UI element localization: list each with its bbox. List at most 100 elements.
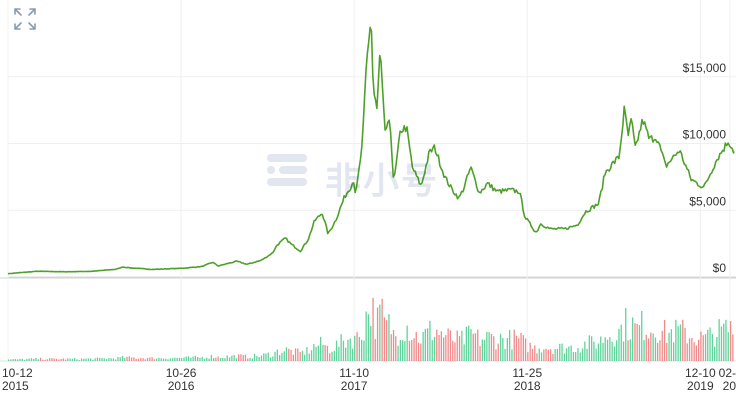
volume-bar xyxy=(203,358,206,361)
volume-bar xyxy=(515,335,518,361)
volume-bar xyxy=(415,331,417,361)
volume-bar xyxy=(149,357,151,361)
volume-bar xyxy=(716,337,718,361)
volume-bar xyxy=(30,358,33,361)
volume-bar xyxy=(23,359,26,361)
volume-bar xyxy=(64,359,67,361)
volume-bar xyxy=(497,343,499,361)
volume-bar xyxy=(609,337,611,361)
volume-bar xyxy=(60,358,62,361)
watermark-logo-icon xyxy=(267,154,307,186)
volume-bar xyxy=(613,346,616,361)
volume-bar xyxy=(96,357,99,361)
volume-bar xyxy=(643,340,645,361)
volume-bar xyxy=(629,339,631,361)
volume-bar xyxy=(178,357,181,361)
volume-bar xyxy=(704,334,707,361)
volume-bar xyxy=(413,338,415,361)
volume-bar xyxy=(688,338,691,361)
volume-bar xyxy=(283,351,285,361)
volume-bar xyxy=(493,336,495,361)
volume-bar xyxy=(397,345,399,361)
volume-bar xyxy=(379,304,381,361)
volume-bar xyxy=(611,341,613,361)
volume-bar xyxy=(67,358,69,361)
volume-bar xyxy=(399,340,401,361)
volume-bar xyxy=(213,358,215,361)
volume-bar xyxy=(240,354,242,361)
volume-bar xyxy=(554,349,556,361)
volume-bar xyxy=(80,358,83,361)
volume-bar xyxy=(167,359,169,361)
volume-bar xyxy=(297,348,299,361)
volume-bar xyxy=(565,348,568,361)
volume-bar xyxy=(597,343,600,361)
volume-bar xyxy=(83,358,85,361)
volume-bar xyxy=(144,359,146,361)
volume-bar xyxy=(105,359,108,361)
volume-bar xyxy=(511,349,513,361)
volume-bar xyxy=(338,346,340,361)
volume-bar xyxy=(604,337,606,361)
volume-bar xyxy=(326,345,329,361)
volume-bar xyxy=(408,340,411,361)
volume-bar xyxy=(290,349,292,361)
volume-bar xyxy=(381,298,383,361)
volume-bar xyxy=(333,350,335,361)
volume-bar xyxy=(600,336,602,361)
volume-bar xyxy=(356,332,358,361)
volume-bar xyxy=(700,331,702,361)
volume-bar xyxy=(709,327,711,361)
volume-bar xyxy=(502,337,504,361)
volume-bar xyxy=(299,352,301,361)
volume-bar xyxy=(342,340,345,361)
volume-bar xyxy=(74,358,76,361)
volume-bar xyxy=(33,358,35,361)
volume-bar xyxy=(208,358,210,361)
y-axis: $0 $5,000 $10,000 $15,000 xyxy=(683,61,727,275)
volume-bar xyxy=(657,343,659,361)
volume-bar xyxy=(124,358,126,361)
volume-bar xyxy=(317,345,319,361)
volume-bar xyxy=(238,354,240,361)
volume-bar xyxy=(146,357,149,361)
volume-bar xyxy=(668,332,670,361)
volume-bar xyxy=(53,358,55,361)
volume-bar xyxy=(711,333,713,361)
volume-bar xyxy=(174,357,176,361)
volume-bar xyxy=(151,357,153,361)
volume-bar xyxy=(285,347,288,361)
volume-bar xyxy=(509,330,511,361)
volume-bar xyxy=(94,358,96,361)
volume-bar xyxy=(256,356,258,361)
volume-bar xyxy=(153,359,155,361)
volume-bar xyxy=(215,357,217,361)
volume-bar xyxy=(69,358,71,361)
volume-bar xyxy=(101,358,103,361)
volume-bar xyxy=(26,358,28,361)
volume-bar xyxy=(176,357,178,361)
volume-bar xyxy=(424,328,426,361)
volume-bar xyxy=(142,358,144,361)
volume-bar xyxy=(51,358,53,361)
volume-bar xyxy=(620,324,622,361)
volume-bar xyxy=(679,324,682,361)
volume-bar xyxy=(682,319,684,361)
volume-bar xyxy=(474,333,477,361)
volume-bar xyxy=(406,325,408,361)
x-tick-label: 12-10 xyxy=(685,366,716,380)
volume-bar xyxy=(194,355,196,361)
volume-bar xyxy=(527,352,529,361)
expand-button[interactable] xyxy=(12,6,38,32)
volume-bar xyxy=(663,319,666,361)
x-tick-label: 11-10 xyxy=(339,366,369,380)
volume-bar xyxy=(219,358,222,361)
volume-bar xyxy=(162,358,165,361)
volume-bar xyxy=(183,357,185,361)
volume-bar xyxy=(470,329,472,361)
volume-bar xyxy=(260,355,263,361)
expand-arrows-icon xyxy=(14,8,36,30)
volume-bar xyxy=(55,358,58,361)
